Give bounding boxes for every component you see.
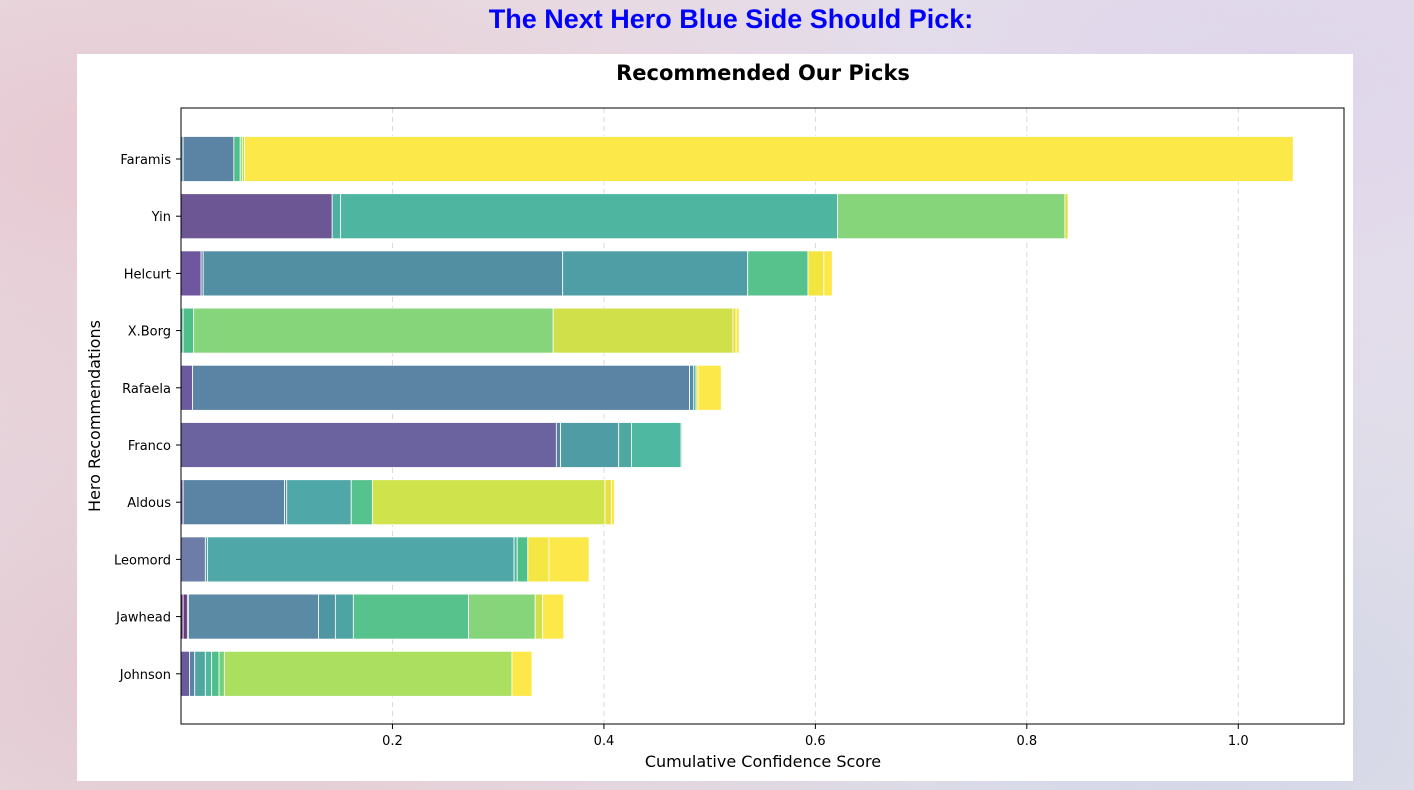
bar-segment <box>194 650 206 697</box>
bar-segment <box>189 650 196 697</box>
bar-segment <box>548 536 590 583</box>
y-axis-label: Hero Recommendations <box>85 320 104 512</box>
y-tick-label: Franco <box>128 439 171 454</box>
bar-segment <box>618 422 632 468</box>
x-axis-ticks: 0.2 0.4 0.6 0.8 1.0 <box>382 724 1249 749</box>
bar-segment <box>516 536 529 583</box>
bar-segment <box>534 593 543 640</box>
y-tick-label: Faramis <box>120 153 171 168</box>
bar-segment <box>735 307 740 354</box>
x-tick-label: 1.0 <box>1228 734 1249 749</box>
bar-segment <box>202 250 564 297</box>
chart-panel: Recommended Our Picks 0.2 0.4 0.6 0.8 1.0 Fa… <box>77 54 1353 781</box>
bars <box>180 136 1294 697</box>
bar-aldous <box>180 479 615 526</box>
bar-segment <box>182 593 188 640</box>
bar-segment <box>180 193 333 240</box>
y-tick-label: Johnson <box>119 668 171 683</box>
bar-x-borg <box>180 307 740 354</box>
bar-segment <box>188 593 319 640</box>
bar-segment <box>823 250 833 297</box>
bar-segment <box>223 650 513 697</box>
bar-segment <box>807 250 825 297</box>
bar-segment <box>182 307 195 354</box>
bar-segment <box>182 136 235 182</box>
y-axis-ticks: Faramis Yin Helcurt X.Borg Rafaela Franco Aldo… <box>114 153 181 683</box>
bar-segment <box>697 364 722 411</box>
bar-segment <box>286 479 352 526</box>
bar-rafaela <box>180 364 722 411</box>
bar-johnson <box>180 650 533 697</box>
bar-segment <box>468 593 536 640</box>
bar-segment <box>180 250 202 297</box>
bar-leomord <box>180 536 590 583</box>
bar-segment <box>318 593 336 640</box>
bar-segment <box>747 250 809 297</box>
chart-title: Recommended Our Picks <box>616 61 910 85</box>
bar-segment <box>182 479 286 526</box>
bar-segment <box>562 250 749 297</box>
bar-segment <box>350 479 373 526</box>
plot-frame <box>180 107 1345 725</box>
x-tick-label: 0.2 <box>382 734 403 749</box>
y-tick-label: Helcurt <box>124 267 171 282</box>
bar-segment <box>552 307 734 354</box>
page-heading: The Next Hero Blue Side Should Pick: <box>488 4 974 34</box>
x-tick-label: 0.8 <box>1016 734 1037 749</box>
bar-segment <box>192 364 690 411</box>
bar-segment <box>180 422 557 468</box>
y-tick-label: Jawhead <box>115 611 171 626</box>
bar-segment <box>340 193 838 240</box>
bar-segment <box>604 479 612 526</box>
bar-segment <box>689 364 695 411</box>
bar-segment <box>513 536 518 583</box>
bar-segment <box>371 479 606 526</box>
y-tick-label: Aldous <box>127 496 171 511</box>
bar-segment <box>180 650 190 697</box>
bar-segment <box>560 422 620 468</box>
bar-segment <box>630 422 682 468</box>
bar-segment <box>207 536 515 583</box>
bar-yin <box>180 193 1069 240</box>
bar-segment <box>233 136 241 182</box>
bar-segment <box>218 650 225 697</box>
bar-segment <box>352 593 469 640</box>
bar-segment <box>527 536 550 583</box>
bar-segment <box>511 650 533 697</box>
y-tick-label: Leomord <box>114 553 171 568</box>
bar-segment <box>610 479 615 526</box>
stacked-bar-chart: Recommended Our Picks 0.2 0.4 0.6 0.8 1.0 Fa… <box>85 61 1345 771</box>
bar-helcurt <box>180 250 833 297</box>
bar-segment <box>837 193 1066 240</box>
x-tick-label: 0.4 <box>594 734 615 749</box>
bar-franco <box>180 422 683 468</box>
x-axis-label: Cumulative Confidence Score <box>645 752 881 771</box>
bar-faramis <box>180 136 1294 182</box>
bar-segment <box>204 650 213 697</box>
bar-segment <box>555 422 561 468</box>
bar-segment <box>244 136 1294 182</box>
bar-segment <box>732 307 737 354</box>
bar-segment <box>680 422 683 468</box>
x-tick-label: 0.6 <box>805 734 826 749</box>
bar-jawhead <box>180 593 565 640</box>
bar-segment <box>334 593 354 640</box>
bar-segment <box>1064 193 1069 240</box>
y-tick-label: Rafaela <box>122 382 171 397</box>
bar-segment <box>211 650 220 697</box>
y-tick-label: X.Borg <box>128 325 171 340</box>
bar-segment <box>331 193 342 240</box>
bar-segment <box>542 593 565 640</box>
bar-segment <box>180 536 206 583</box>
y-tick-label: Yin <box>151 210 171 225</box>
bar-segment <box>193 307 554 354</box>
bar-segment <box>180 364 194 411</box>
